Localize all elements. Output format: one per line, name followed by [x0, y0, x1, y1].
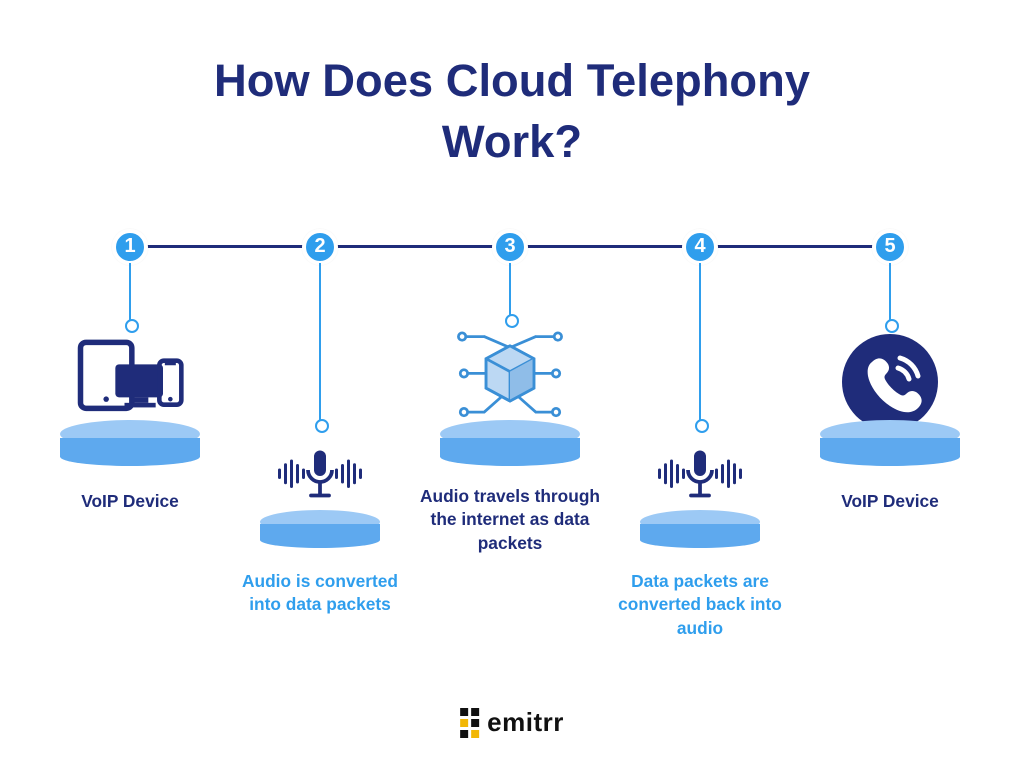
mic-wave-icon: [275, 440, 365, 508]
step-connector: [889, 263, 891, 323]
logo-dot: [471, 730, 479, 738]
infographic-canvas: { "title": { "line1": "How Does Cloud Te…: [0, 0, 1024, 768]
step-badge: 3: [492, 229, 528, 265]
step-connector: [129, 263, 131, 323]
step-connector: [509, 263, 511, 318]
step-platform: [440, 420, 580, 466]
step-connector: [699, 263, 701, 423]
page-title: How Does Cloud Telephony Work?: [0, 50, 1024, 172]
mic-wave-icon: [655, 440, 745, 508]
devices-icon: [75, 335, 185, 418]
step-label: VoIP Device: [50, 490, 210, 513]
step-badge: 5: [872, 229, 908, 265]
phone-circle-icon: [840, 332, 940, 432]
brand-logo-text: emitrr: [487, 707, 564, 738]
mic-wave-icon: [655, 440, 745, 508]
phone-circle-icon: [840, 332, 940, 432]
logo-dot: [460, 730, 468, 738]
title-line-1: How Does Cloud Telephony: [0, 50, 1024, 111]
logo-dot: [460, 719, 468, 727]
brand-logo: emitrr: [460, 707, 564, 738]
brand-logo-mark: [460, 708, 479, 738]
network-cube-icon: [445, 320, 575, 431]
step-platform: [60, 420, 200, 466]
step-badge: 4: [682, 229, 718, 265]
step-platform: [640, 510, 760, 548]
step-label: Audio travels through the internet as da…: [415, 485, 605, 555]
step-label: Data packets are converted back into aud…: [600, 570, 800, 640]
step-badge: 2: [302, 229, 338, 265]
step-label: Audio is converted into data packets: [225, 570, 415, 617]
step-badge: 1: [112, 229, 148, 265]
logo-dot: [471, 719, 479, 727]
step-connector: [319, 263, 321, 423]
step-platform: [820, 420, 960, 466]
devices-icon: [75, 335, 185, 418]
step-platform: [260, 510, 380, 548]
step-label: VoIP Device: [810, 490, 970, 513]
mic-wave-icon: [275, 440, 365, 508]
network-cube-icon: [445, 320, 575, 431]
logo-dot: [471, 708, 479, 716]
logo-dot: [460, 708, 468, 716]
title-line-2: Work?: [0, 111, 1024, 172]
